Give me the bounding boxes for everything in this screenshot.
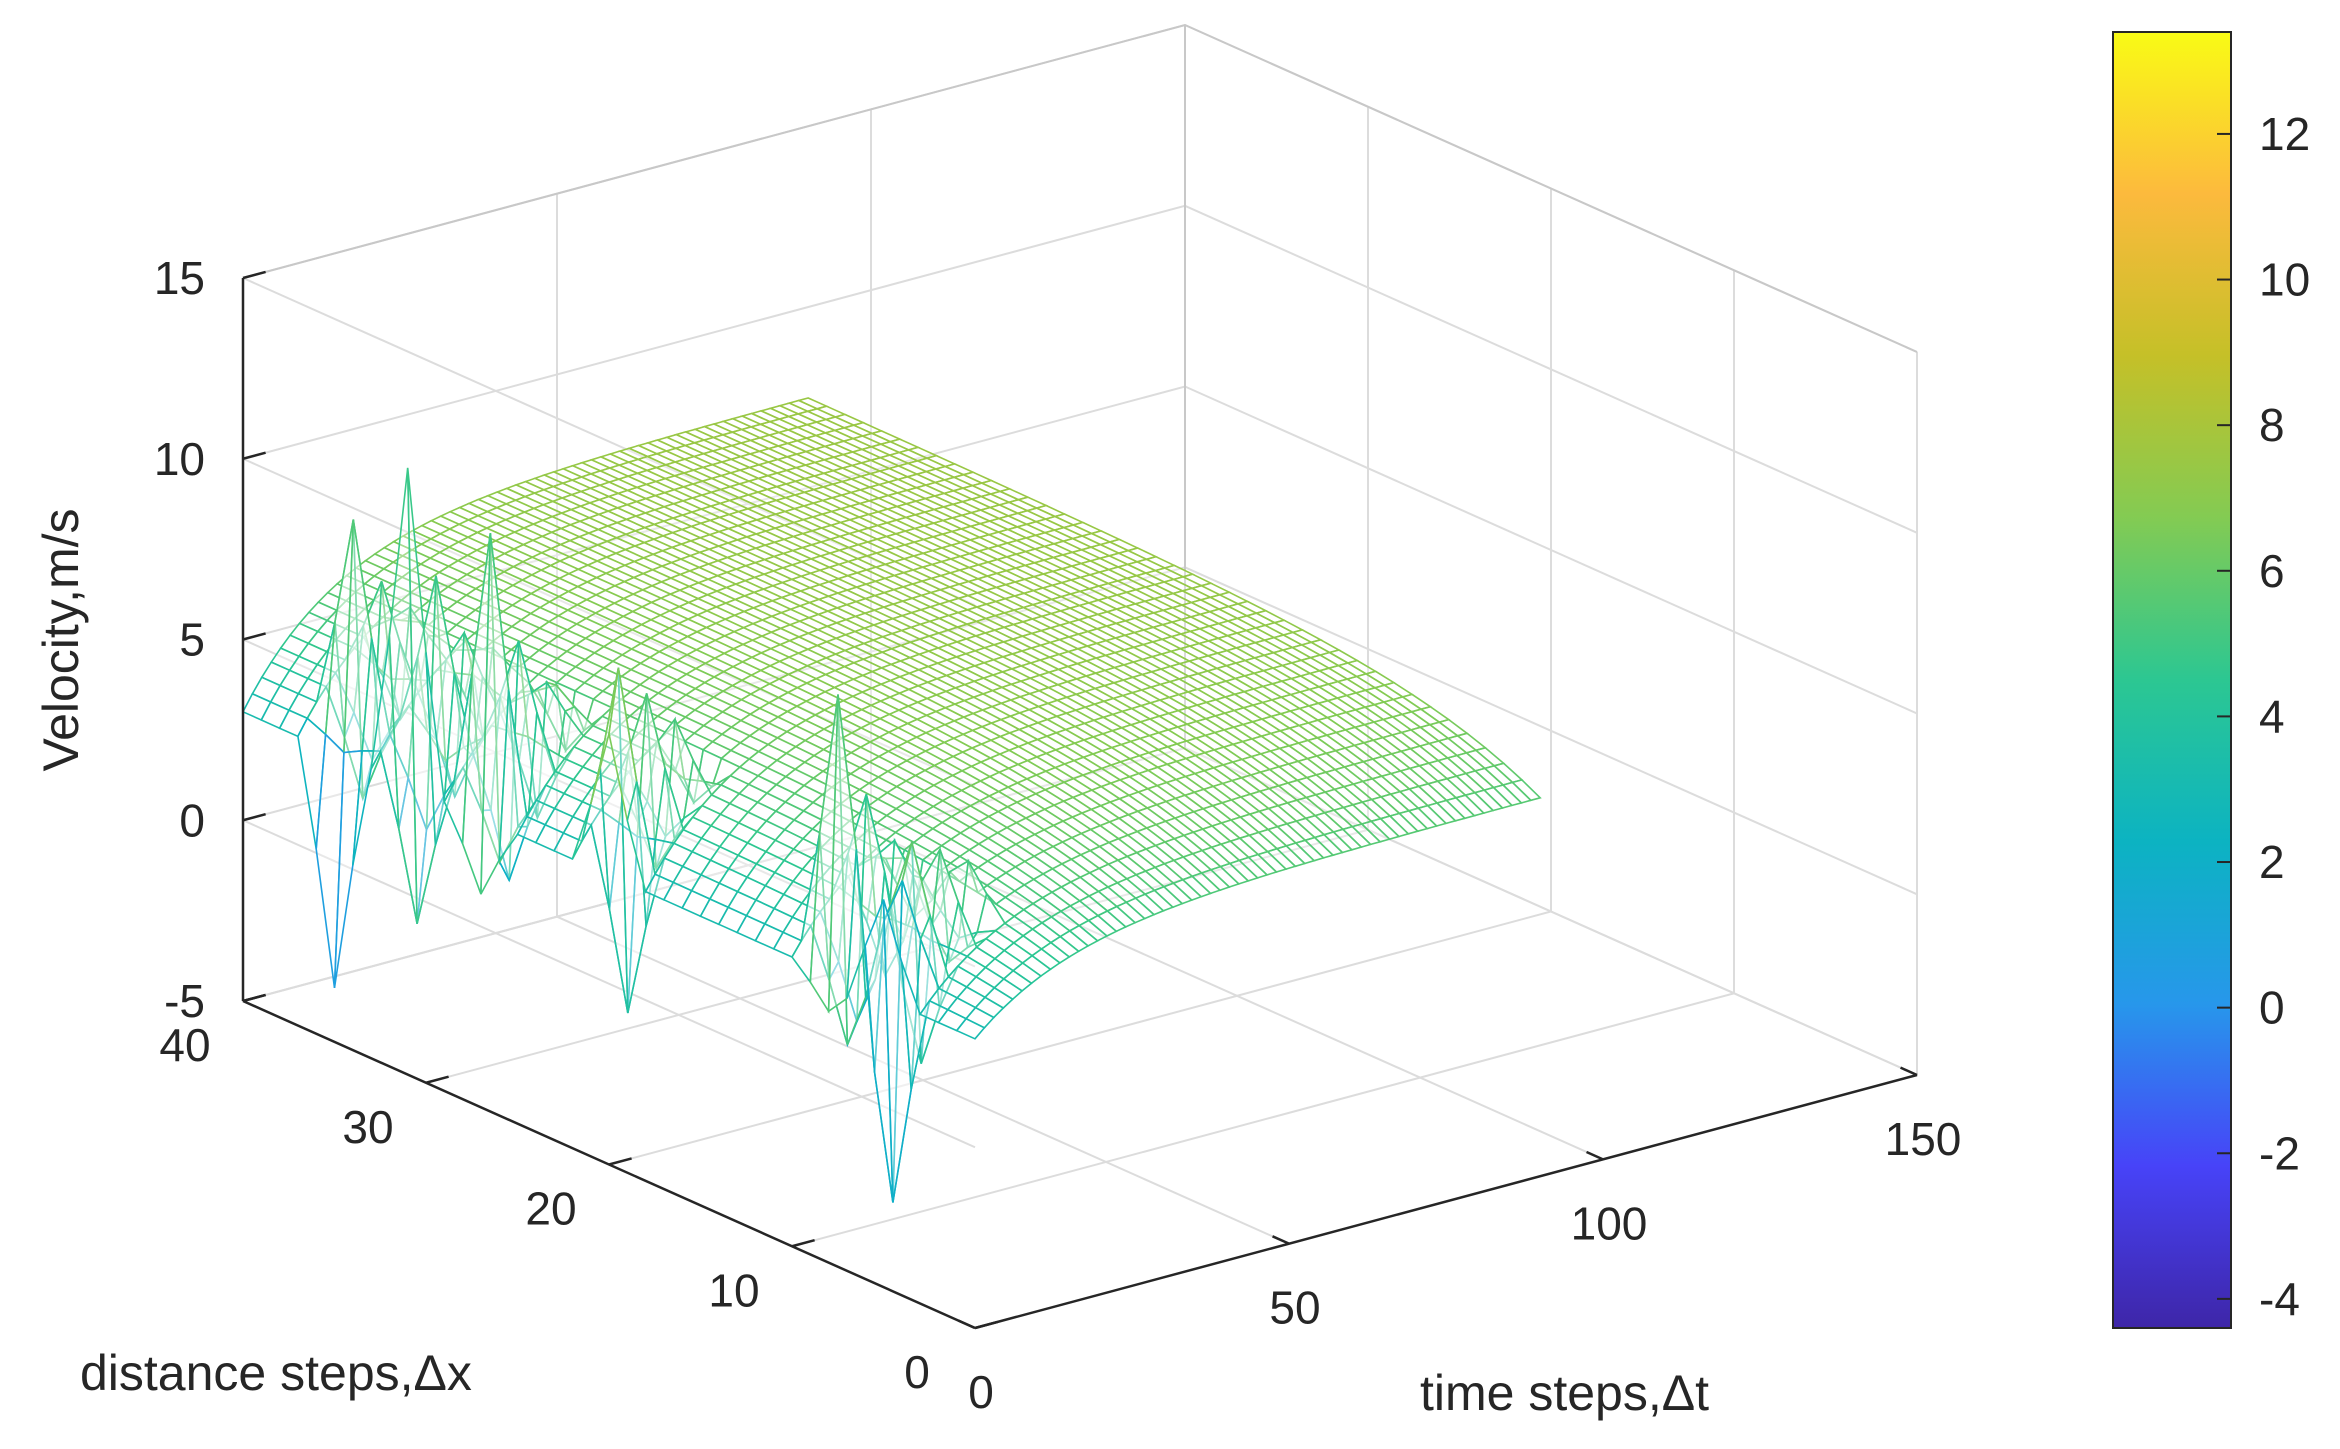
x-axis-label: time steps,Δt <box>1420 1365 1709 1421</box>
y-axis-label: distance steps,Δx <box>80 1345 472 1401</box>
box-edge-top <box>242 23 1918 353</box>
colorbar-tick-label: 8 <box>2259 399 2285 451</box>
z-tick <box>242 270 266 280</box>
colorbar-tick-label: 4 <box>2259 690 2285 742</box>
z-tick <box>242 993 266 1003</box>
z-tick <box>242 632 266 641</box>
x-tick <box>1586 1150 1604 1161</box>
z-tick <box>242 812 266 822</box>
z-tick <box>242 451 266 460</box>
colorbar-gradient <box>2112 31 2232 1329</box>
z-tick-label: 0 <box>179 794 205 846</box>
colorbar-tick-label: -2 <box>2259 1127 2300 1179</box>
x-tick <box>1272 1235 1290 1245</box>
grid-line-z <box>242 204 1918 534</box>
y-tick-label: 30 <box>342 1101 393 1153</box>
y-tick <box>974 1320 998 1330</box>
x-tick <box>1900 1066 1918 1077</box>
colorbar-tick-label: 12 <box>2259 108 2310 160</box>
grid-line-z-left <box>242 819 976 1149</box>
x-tick-label: 150 <box>1885 1113 1962 1165</box>
y-tick-label: 40 <box>159 1019 210 1071</box>
y-tick-label: 0 <box>904 1346 930 1398</box>
z-tick-label: 15 <box>154 252 205 304</box>
grid-line-z-left <box>242 277 976 606</box>
y-tick-label: 20 <box>525 1183 576 1235</box>
z-tick-label: 10 <box>154 433 205 485</box>
y-tick <box>425 1075 449 1084</box>
x-tick-label: 100 <box>1571 1197 1648 1249</box>
y-tick <box>791 1238 815 1248</box>
grid-line-z <box>242 23 1918 353</box>
grid-line-y <box>791 270 1735 1248</box>
y-tick-label: 10 <box>708 1264 759 1316</box>
x-tick <box>958 1319 976 1330</box>
colorbar-tick-label: 2 <box>2259 836 2285 888</box>
z-tick-label: 5 <box>179 614 205 666</box>
grid-line-z-left <box>242 457 976 787</box>
mesh-cell <box>955 1017 986 1040</box>
axes: 0 50 100 150 0 10 20 30 40-5 0 5 10 15 <box>154 252 1962 1418</box>
x-axis-line <box>974 1073 1918 1330</box>
colorbar: -4 -2 0 2 4 6 8 10 12 <box>2112 31 2310 1329</box>
mesh-surface <box>241 397 1542 1203</box>
x-tick-label: 0 <box>968 1366 994 1418</box>
colorbar-tick-label: 10 <box>2259 254 2310 306</box>
colorbar-tick-label: 6 <box>2259 545 2285 597</box>
y-tick <box>608 1157 632 1166</box>
grid-line-y <box>608 188 1552 1166</box>
z-axis-label: Velocity,m/s <box>33 508 89 771</box>
x-tick-label: 50 <box>1269 1282 1320 1334</box>
z-tick-label: -5 <box>164 975 205 1027</box>
colorbar-tick-label: 0 <box>2259 982 2285 1034</box>
colorbar-tick-label: -4 <box>2259 1273 2300 1325</box>
